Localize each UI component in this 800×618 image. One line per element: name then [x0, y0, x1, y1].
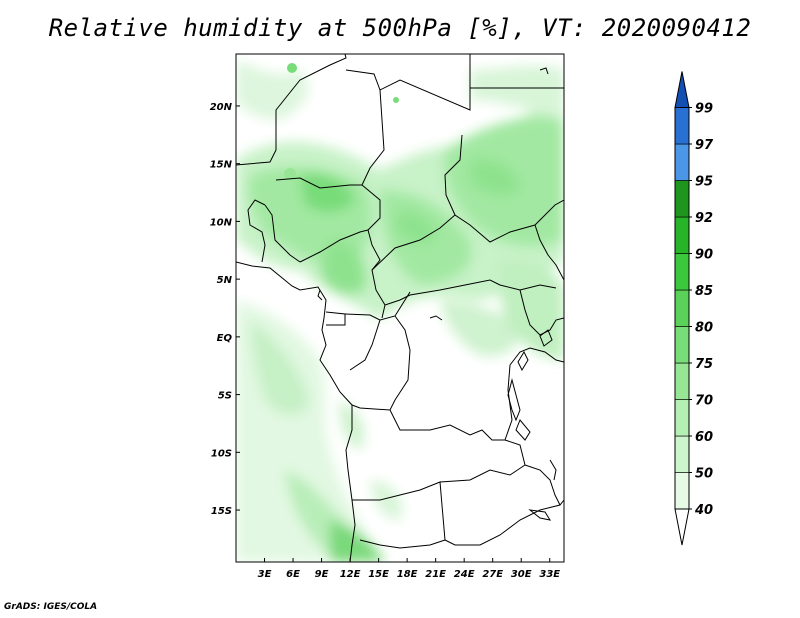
lon-tick-label: 9E [315, 569, 329, 580]
colorbar-segment [674, 326, 690, 364]
lon-tick-label: 24E [454, 569, 475, 580]
colorbar-label: 97 [695, 138, 714, 153]
lat-tick-label: 10N [210, 217, 233, 228]
lat-tick-label: 10S [211, 448, 232, 459]
colorbar-segment [674, 71, 690, 108]
lat-tick-label: 20N [210, 102, 233, 113]
colorbar-label: 50 [695, 467, 713, 482]
colorbar-segment [674, 107, 690, 145]
country-borders [236, 54, 564, 562]
colorbar-segment [674, 508, 690, 546]
colorbar-label: 80 [695, 321, 713, 336]
lon-tick-label: 27E [482, 569, 503, 580]
colorbar-segment [674, 289, 690, 327]
colorbar-label: 40 [694, 503, 713, 518]
colorbar-segment [674, 143, 690, 181]
lon-tick-label: 18E [397, 569, 418, 580]
colorbar-label: 95 [695, 175, 713, 190]
colorbar-label: 75 [695, 357, 713, 372]
lon-tick-label: 15E [368, 569, 389, 580]
lon-tick-label: 3E [258, 569, 272, 580]
colorbar-label: 92 [695, 211, 713, 226]
colorbar-segment [674, 435, 690, 473]
grads-credit: GrADS: IGES/COLA [4, 602, 98, 612]
colorbar-label: 60 [695, 430, 713, 445]
lat-tick-label: 15N [210, 160, 233, 171]
lat-tick-label: EQ [217, 333, 233, 344]
colorbar-label: 99 [695, 102, 713, 117]
lat-tick-label: 5S [218, 391, 232, 402]
colorbar-segment [674, 216, 690, 254]
map-axes: 3E 6E 9E 12E 15E 18E 21E 24E 27E 30E 33E 20N 15N 10N 5… [210, 102, 561, 580]
chart-title: Relative humidity at 500hPa [%], VT: 202… [48, 14, 752, 42]
lat-tick-label: 5N [217, 275, 233, 286]
lat-tick-label: 15S [211, 506, 232, 517]
colorbar-segment [674, 399, 690, 437]
lon-tick-label: 6E [286, 569, 300, 580]
map-frame [235, 53, 565, 563]
colorbar-segment [674, 180, 690, 218]
colorbar: 40 50 60 70 75 80 85 90 92 95 97 99 [674, 71, 714, 546]
lon-tick-label: 21E [425, 569, 446, 580]
lon-tick-label: 12E [340, 569, 361, 580]
lon-tick-label: 33E [539, 569, 560, 580]
colorbar-label: 85 [695, 284, 713, 299]
colorbar-outline [674, 107, 690, 510]
lon-tick-label: 30E [511, 569, 532, 580]
colorbar-segment [674, 253, 690, 291]
colorbar-label: 90 [695, 248, 713, 263]
colorbar-segment [674, 362, 690, 400]
colorbar-segment [674, 472, 690, 510]
colorbar-label: 70 [695, 394, 713, 409]
